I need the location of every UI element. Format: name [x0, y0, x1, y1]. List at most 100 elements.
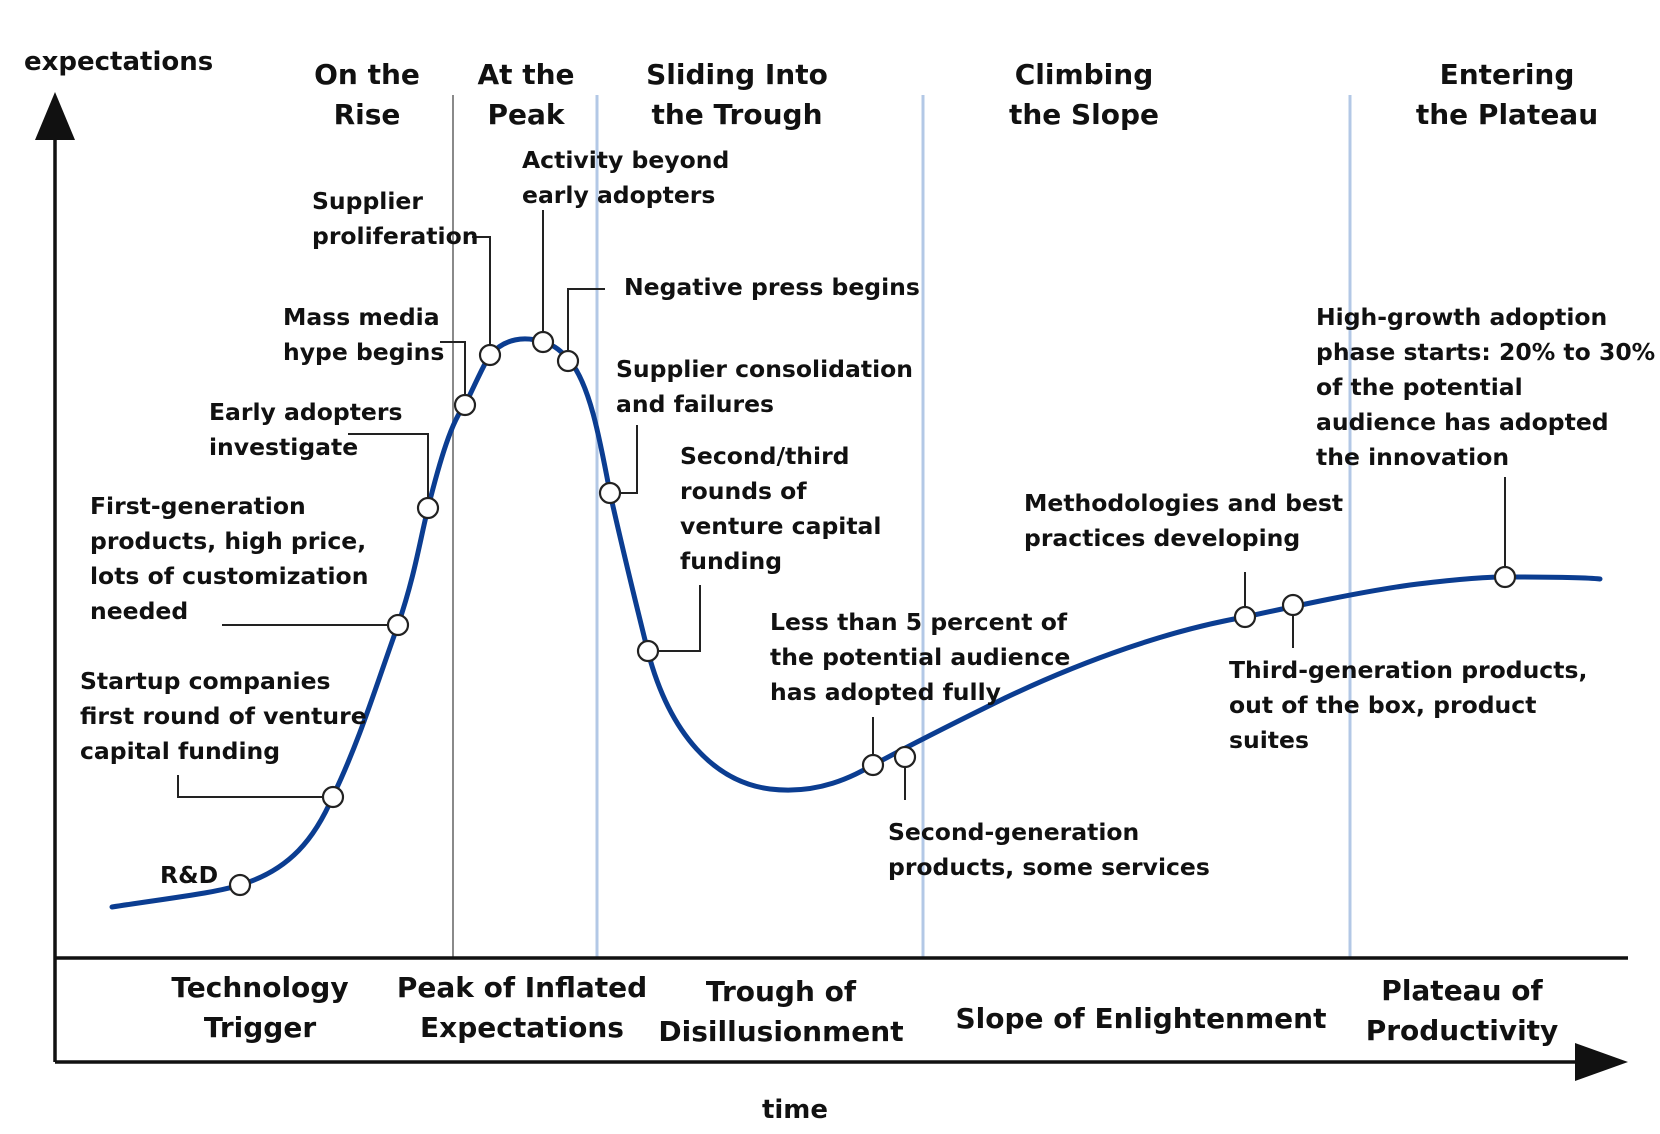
milestone-annotations: R&D Startup companies first round of vent… [80, 146, 1655, 889]
marker-high-growth[interactable] [1493, 565, 1517, 589]
note-third-generation-line-2: out of the box, product [1229, 691, 1536, 719]
phase-on-the-rise: On the Rise [314, 58, 420, 131]
marker-startup[interactable] [321, 785, 345, 809]
note-mass-media: Mass media hype begins [283, 303, 444, 366]
phase-plateau-of-productivity-line-2: Productivity [1366, 1014, 1559, 1047]
note-supplier-consolidation-line-2: and failures [616, 390, 774, 418]
phase-plateau-of-productivity: Plateau of Productivity [1366, 974, 1559, 1047]
leader-supplier-prolif [472, 236, 491, 355]
leader-early-adopters [348, 433, 429, 508]
note-first-generation-line-3: lots of customization [90, 562, 368, 590]
note-second-generation-line-1: Second-generation [888, 818, 1139, 846]
note-early-adopters-line-1: Early adopters [209, 398, 402, 426]
note-first-generation-line-1: First-generation [90, 492, 306, 520]
note-high-growth-line-2: phase starts: 20% to 30% [1316, 338, 1655, 366]
phase-on-the-rise-line-1: On the [314, 58, 420, 91]
bottom-phase-labels: Technology Trigger Peak of Inflated Expect… [171, 971, 1558, 1048]
marker-third-gen[interactable] [1281, 593, 1305, 617]
marker-supplier-prolif[interactable] [478, 343, 502, 367]
marker-supplier-consol[interactable] [598, 481, 622, 505]
phase-slope-of-enlightenment-line-1: Slope of Enlightenment [956, 1002, 1327, 1035]
note-startup-companies-line-1: Startup companies [80, 667, 331, 695]
note-second-third-rounds-line-3: venture capital [680, 512, 881, 540]
y-axis-arrowhead [35, 92, 75, 140]
marker-less-than-5[interactable] [861, 753, 885, 777]
note-startup-companies: Startup companies first round of venture c… [80, 667, 367, 765]
note-second-generation: Second-generation products, some services [888, 818, 1210, 881]
note-methodologies: Methodologies and best practices developi… [1024, 489, 1343, 552]
note-startup-companies-line-2: first round of venture [80, 702, 367, 730]
x-axis-arrowhead [1575, 1043, 1628, 1081]
phase-entering-the-plateau: Entering the Plateau [1416, 58, 1598, 131]
leader-lines [177, 210, 1506, 800]
marker-negative-press[interactable] [556, 349, 580, 373]
x-axis-label: time [762, 1095, 828, 1125]
note-early-adopters-line-2: investigate [209, 433, 358, 461]
note-less-than-5-percent-line-1: Less than 5 percent of [770, 608, 1068, 636]
marker-methodologies[interactable] [1233, 605, 1257, 629]
note-activity-beyond-line-1: Activity beyond [522, 146, 729, 174]
phase-peak-of-inflated-expectations-line-2: Expectations [420, 1011, 624, 1044]
note-third-generation: Third-generation products, out of the box… [1229, 656, 1587, 754]
note-supplier-consolidation: Supplier consolidation and failures [616, 355, 913, 418]
marker-second-gen[interactable] [893, 745, 917, 769]
note-less-than-5-percent: Less than 5 percent of the potential audi… [770, 608, 1070, 706]
note-third-generation-line-3: suites [1229, 726, 1309, 754]
phase-sliding-into-trough-line-1: Sliding Into [646, 58, 828, 91]
note-high-growth: High-growth adoption phase starts: 20% to… [1316, 303, 1655, 471]
marker-second-third[interactable] [636, 639, 660, 663]
note-methodologies-line-2: practices developing [1024, 524, 1300, 552]
top-phase-labels: On the Rise At the Peak Sliding Into the Tr… [314, 58, 1598, 131]
leader-negative-press [567, 288, 605, 361]
note-high-growth-line-3: of the potential [1316, 373, 1523, 401]
note-first-generation: First-generation products, high price, lot… [90, 492, 368, 625]
milestone-markers [228, 330, 1517, 897]
phase-entering-the-plateau-line-2: the Plateau [1416, 98, 1598, 131]
phase-trough-of-disillusionment-line-2: Disillusionment [658, 1015, 903, 1048]
note-negative-press-line-1: Negative press begins [624, 273, 920, 301]
note-activity-beyond: Activity beyond early adopters [522, 146, 729, 209]
axes: expectations time [24, 47, 1628, 1125]
note-supplier-proliferation: Supplier proliferation [312, 187, 478, 250]
phase-trough-of-disillusionment-line-1: Trough of [706, 975, 857, 1008]
note-first-generation-line-2: products, high price, [90, 527, 366, 555]
phase-sliding-into-trough-line-2: the Trough [651, 98, 822, 131]
note-rd-line-1: R&D [160, 861, 218, 889]
phase-dividers [452, 95, 1352, 958]
note-negative-press: Negative press begins [624, 273, 920, 301]
phase-technology-trigger: Technology Trigger [171, 971, 348, 1044]
marker-first-gen[interactable] [386, 613, 410, 637]
phase-plateau-of-productivity-line-1: Plateau of [1381, 974, 1543, 1007]
phase-climbing-the-slope-line-1: Climbing [1015, 58, 1154, 91]
phase-technology-trigger-line-2: Trigger [204, 1011, 317, 1044]
phase-peak-of-inflated-expectations: Peak of Inflated Expectations [397, 971, 647, 1044]
note-activity-beyond-line-2: early adopters [522, 181, 715, 209]
note-third-generation-line-1: Third-generation products, [1229, 656, 1587, 684]
phase-trough-of-disillusionment: Trough of Disillusionment [658, 975, 903, 1048]
marker-early-adopters[interactable] [416, 496, 440, 520]
note-high-growth-line-1: High-growth adoption [1316, 303, 1607, 331]
note-second-third-rounds-line-2: rounds of [680, 477, 807, 505]
note-high-growth-line-5: the innovation [1316, 443, 1509, 471]
marker-mass-media[interactable] [453, 393, 477, 417]
leader-startup [177, 775, 333, 798]
phase-at-the-peak-line-2: Peak [487, 98, 565, 131]
note-supplier-proliferation-line-2: proliferation [312, 222, 478, 250]
phase-at-the-peak: At the Peak [477, 58, 574, 131]
note-supplier-consolidation-line-1: Supplier consolidation [616, 355, 913, 383]
note-first-generation-line-4: needed [90, 597, 188, 625]
note-high-growth-line-4: audience has adopted [1316, 408, 1609, 436]
marker-activity[interactable] [531, 330, 555, 354]
note-methodologies-line-1: Methodologies and best [1024, 489, 1343, 517]
y-axis-label: expectations [24, 47, 213, 77]
note-less-than-5-percent-line-2: the potential audience [770, 643, 1070, 671]
phase-slope-of-enlightenment: Slope of Enlightenment [956, 1002, 1327, 1035]
phase-at-the-peak-line-1: At the [477, 58, 574, 91]
note-rd: R&D [160, 861, 218, 889]
marker-rd[interactable] [228, 873, 252, 897]
note-second-generation-line-2: products, some services [888, 853, 1210, 881]
note-mass-media-line-2: hype begins [283, 338, 444, 366]
phase-on-the-rise-line-2: Rise [334, 98, 401, 131]
phase-entering-the-plateau-line-1: Entering [1440, 58, 1575, 91]
